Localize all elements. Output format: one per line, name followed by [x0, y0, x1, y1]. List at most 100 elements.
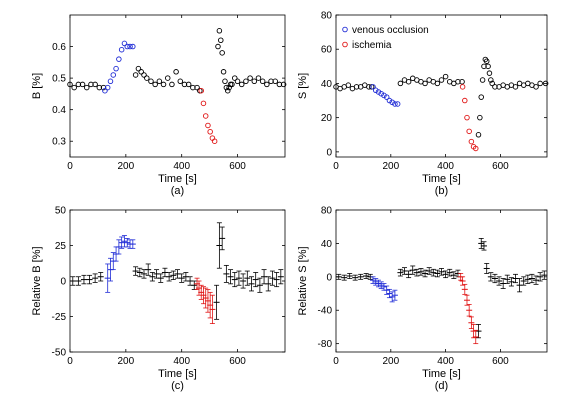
panel-label: (b)	[435, 185, 448, 197]
series-venous	[104, 235, 136, 293]
data-point	[102, 87, 108, 94]
data-point	[135, 65, 142, 72]
data-point	[466, 128, 472, 135]
data-point	[389, 99, 395, 106]
y-tick-label: 60	[321, 45, 333, 56]
data-point	[353, 84, 360, 90]
data-point	[264, 81, 270, 88]
x-tick-label: 200	[382, 356, 399, 367]
data-point	[383, 94, 390, 100]
x-tick-label: 200	[118, 356, 135, 367]
y-tick-label: 0.3	[52, 137, 66, 148]
legend-marker	[342, 26, 348, 33]
data-point	[130, 43, 136, 50]
data-point	[381, 92, 387, 99]
data-point	[71, 84, 77, 91]
data-point	[489, 80, 495, 87]
data-point	[116, 56, 122, 62]
series-normal	[333, 56, 549, 138]
y-tick-label: -25	[52, 312, 67, 323]
x-axis-label: Time [s]	[422, 368, 461, 380]
data-point	[486, 70, 493, 76]
y-tick-label: -50	[52, 348, 67, 359]
series-normal	[69, 222, 284, 320]
y-tick-label: 25	[55, 241, 67, 252]
x-axis-label: Time [s]	[158, 173, 197, 185]
data-point	[386, 97, 393, 104]
y-axis-label: B [%]	[31, 73, 43, 99]
y-tick-label: 0	[326, 272, 332, 283]
data-point	[67, 81, 73, 88]
data-point	[127, 43, 133, 50]
series-normal	[335, 237, 548, 339]
data-point	[488, 77, 494, 83]
data-point	[113, 65, 119, 72]
data-point	[226, 84, 232, 91]
data-point	[255, 75, 262, 81]
data-point	[138, 69, 144, 75]
data-point	[405, 78, 412, 85]
x-tick-label: 0	[67, 356, 73, 367]
data-point	[132, 72, 139, 78]
data-point	[459, 78, 465, 85]
data-point	[366, 84, 372, 90]
data-point	[222, 78, 228, 85]
panel-label: (d)	[435, 380, 448, 392]
data-point	[392, 101, 398, 107]
data-point	[512, 84, 519, 90]
data-point	[185, 81, 192, 88]
y-tick-label: 20	[321, 113, 333, 124]
data-point	[156, 78, 163, 85]
data-point	[243, 78, 249, 85]
data-point	[110, 72, 117, 78]
data-point	[481, 63, 487, 70]
data-point	[375, 89, 382, 95]
data-point	[280, 81, 287, 88]
data-point	[394, 101, 401, 107]
legend-marker	[342, 41, 348, 48]
data-point	[84, 84, 90, 91]
series-ischemia	[198, 87, 218, 144]
series-ischemia	[194, 277, 216, 325]
series-ischemia	[457, 273, 479, 345]
x-tick-label: 0	[333, 161, 339, 172]
data-point	[219, 50, 225, 56]
data-point	[177, 78, 184, 85]
data-point	[464, 114, 470, 121]
axes-frame	[335, 14, 548, 158]
data-point	[164, 75, 171, 81]
x-tick-label: 600	[492, 356, 509, 367]
data-point	[198, 87, 204, 94]
y-axis-label: Relative S [%]	[297, 246, 309, 315]
series-venous	[369, 276, 398, 303]
y-axis-label: S [%]	[297, 73, 309, 99]
data-point	[202, 113, 209, 119]
panel-c: 0 200 400 600 -50 -25 0 25 50 Time [s] Relative B …	[31, 206, 286, 392]
data-point	[442, 73, 449, 80]
panel-a: 0 200 400 600 0.3 0.4 0.5 0.6 Time [s] B [%] (a)	[31, 14, 287, 197]
data-point	[220, 69, 227, 75]
data-point	[372, 87, 379, 94]
x-tick-label: 200	[382, 161, 399, 172]
data-point	[104, 84, 111, 91]
data-point	[200, 100, 207, 107]
data-point	[173, 69, 179, 75]
data-point	[473, 145, 479, 152]
data-point	[144, 75, 150, 81]
y-tick-label: 40	[321, 239, 333, 250]
y-axis-label: Relative B [%]	[31, 246, 43, 315]
y-tick-label: 0.4	[52, 105, 66, 116]
data-point	[223, 84, 230, 91]
x-axis-label: Time [s]	[422, 173, 461, 185]
data-point	[272, 78, 278, 85]
series-ischemia	[459, 84, 479, 152]
data-point	[231, 75, 238, 81]
data-point	[533, 84, 539, 90]
y-tick-label: 80	[321, 11, 333, 22]
data-point	[92, 81, 98, 88]
x-tick-label: 400	[437, 161, 454, 172]
data-point	[345, 82, 352, 88]
panel-b: 0 200 400 600 0 20 40 60 80 Time [s] S [%] (b) venou…	[297, 11, 549, 197]
data-point	[160, 81, 167, 88]
